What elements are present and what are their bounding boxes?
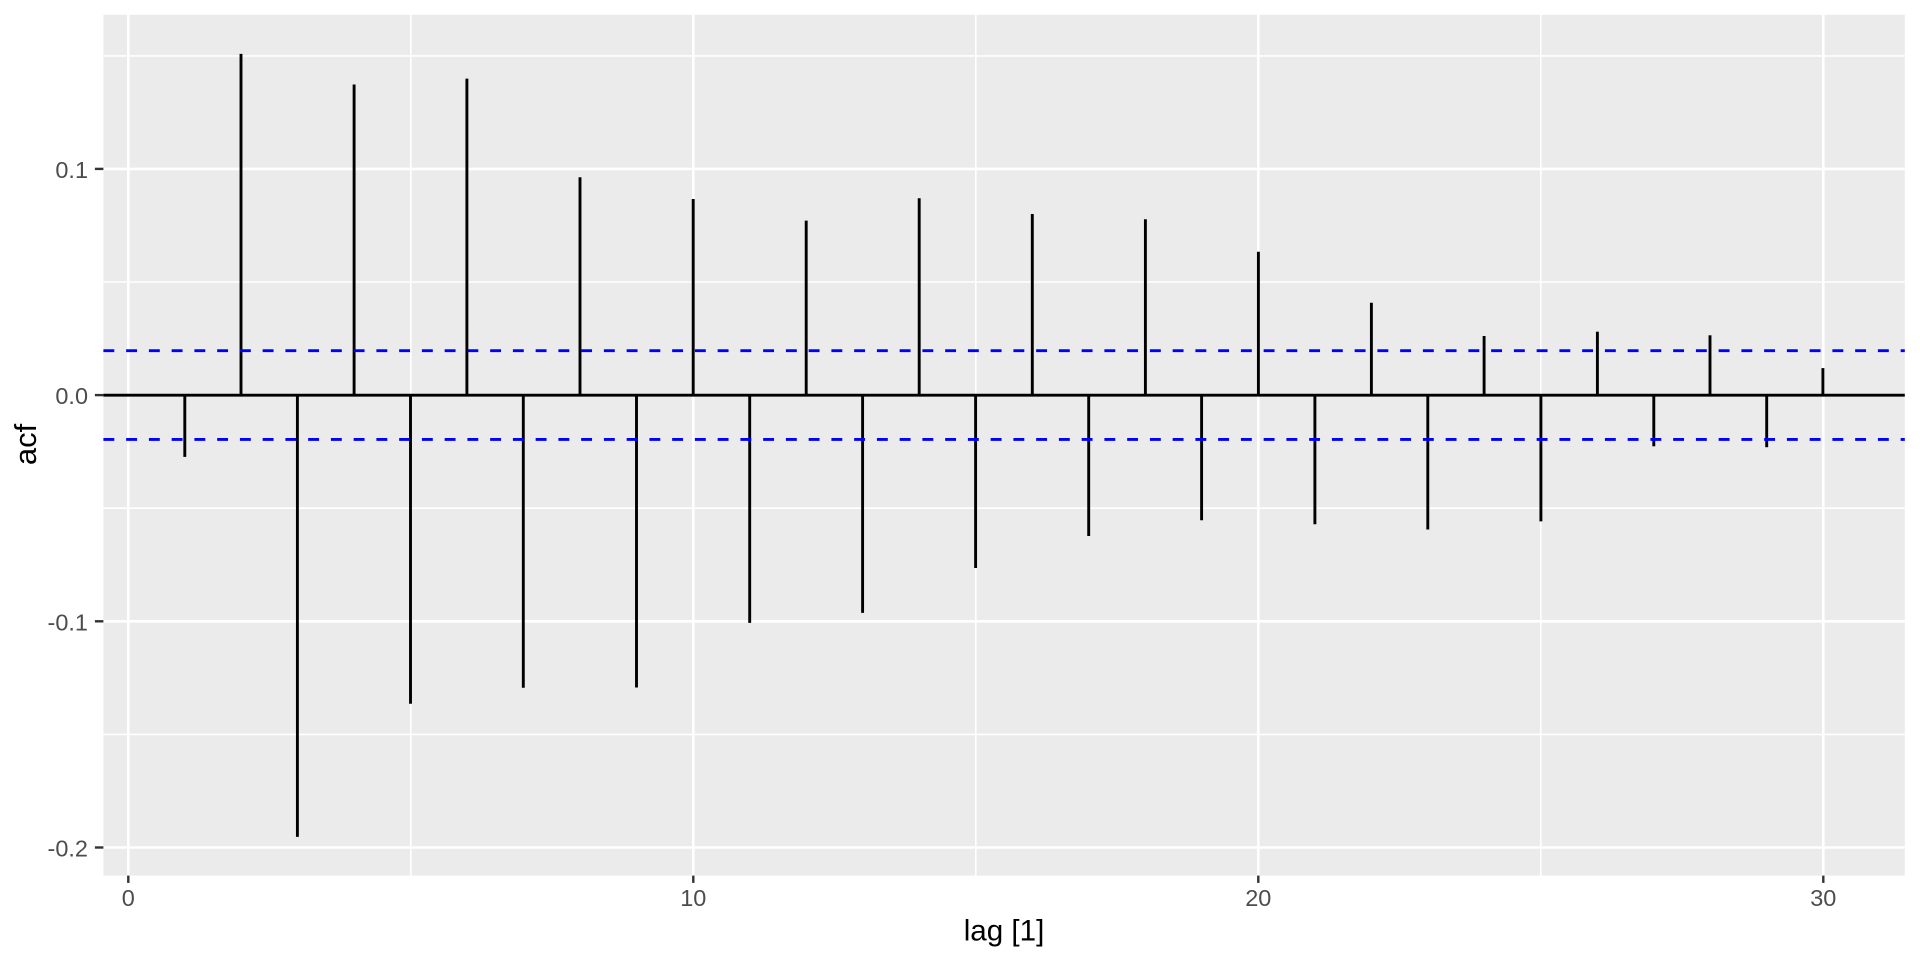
- svg-text:acf: acf: [8, 423, 43, 465]
- svg-text:0: 0: [122, 885, 135, 911]
- svg-text:-0.2: -0.2: [48, 836, 88, 862]
- svg-text:lag [1]: lag [1]: [964, 915, 1045, 948]
- svg-text:10: 10: [680, 885, 706, 911]
- svg-text:20: 20: [1245, 885, 1271, 911]
- svg-text:0.1: 0.1: [55, 157, 88, 183]
- svg-text:30: 30: [1810, 885, 1836, 911]
- svg-text:-0.1: -0.1: [48, 609, 88, 635]
- svg-text:0.0: 0.0: [55, 383, 88, 409]
